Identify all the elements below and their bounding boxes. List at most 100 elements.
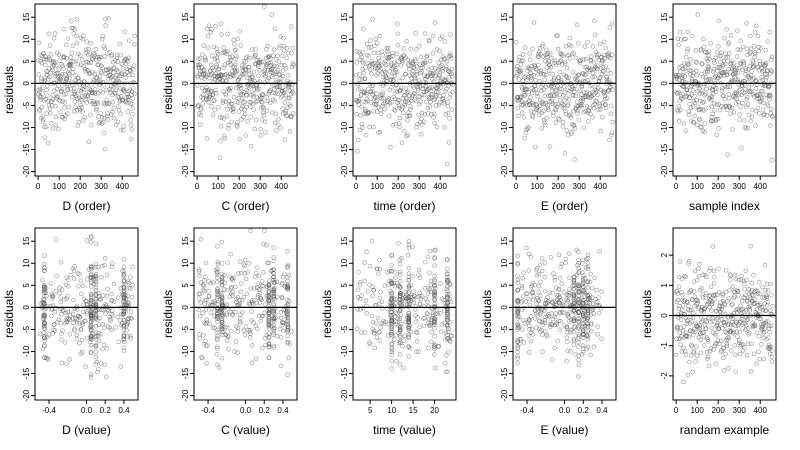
y-tick-label: -15: [500, 367, 509, 379]
data-point: [285, 322, 290, 327]
y-tick-label: -15: [500, 143, 509, 155]
data-point: [123, 61, 129, 67]
y-tick-label: 10: [340, 34, 349, 43]
data-point: [126, 38, 132, 43]
data-point: [44, 304, 50, 309]
data-point: [722, 368, 727, 373]
data-point: [682, 74, 688, 79]
data-point: [543, 84, 549, 89]
data-point: [596, 57, 602, 63]
x-tick-label: 400: [754, 182, 768, 191]
data-point: [681, 324, 687, 329]
data-point: [271, 280, 276, 285]
x-tick-label: 300: [95, 182, 109, 191]
data-point: [282, 137, 288, 142]
data-point: [517, 54, 522, 60]
data-point: [259, 59, 264, 65]
data-point: [387, 100, 393, 106]
data-point: [253, 47, 258, 52]
x-tick-label: 0.2: [578, 406, 590, 415]
data-point: [43, 62, 48, 68]
x-tick-label: 0: [354, 182, 359, 191]
data-point: [250, 91, 256, 97]
data-point: [587, 105, 592, 111]
data-point: [581, 125, 587, 131]
data-point: [366, 53, 372, 59]
data-point: [413, 58, 419, 63]
data-point: [264, 243, 269, 248]
data-point: [198, 237, 204, 242]
data-point: [374, 91, 379, 96]
data-point: [272, 26, 278, 31]
data-point: [359, 54, 364, 60]
data-point: [608, 71, 614, 76]
data-point: [560, 53, 565, 59]
data-point: [731, 110, 737, 115]
data-point: [262, 335, 268, 341]
data-point: [128, 275, 133, 280]
data-point: [519, 110, 525, 115]
data-point: [208, 30, 214, 35]
x-tick-label: -0.4: [42, 406, 56, 415]
data-point: [96, 121, 102, 126]
data-point: [411, 289, 416, 295]
data-point: [124, 323, 130, 328]
data-point: [400, 60, 405, 65]
data-point: [737, 338, 742, 343]
data-point: [683, 274, 688, 280]
data-point: [379, 70, 385, 75]
data-point: [387, 68, 392, 74]
data-point: [92, 71, 98, 77]
data-point: [262, 228, 267, 233]
data-point: [278, 363, 284, 369]
data-point: [42, 268, 47, 274]
data-point: [449, 74, 455, 79]
data-point: [79, 105, 84, 110]
data-point: [204, 361, 209, 366]
data-point: [215, 314, 220, 319]
data-point: [565, 103, 570, 109]
points: [513, 18, 615, 162]
data-point: [197, 273, 202, 279]
data-point: [118, 364, 123, 369]
data-point: [214, 46, 219, 51]
data-point: [725, 55, 730, 60]
y-tick-label: 0: [22, 305, 31, 310]
data-point: [122, 29, 128, 35]
data-point: [380, 90, 386, 95]
data-point: [394, 359, 399, 364]
data-point: [223, 92, 229, 98]
data-point: [761, 329, 767, 335]
data-point: [121, 256, 127, 262]
data-point: [567, 56, 573, 61]
data-point: [91, 51, 96, 56]
data-point: [411, 64, 417, 70]
data-point: [42, 343, 47, 349]
data-point: [266, 282, 272, 288]
data-point: [274, 333, 280, 339]
data-point: [93, 241, 99, 246]
data-point: [697, 117, 702, 123]
data-point: [118, 286, 124, 291]
data-point: [429, 329, 434, 335]
data-point: [121, 332, 127, 337]
data-point: [515, 353, 520, 359]
data-point: [571, 51, 576, 56]
data-point: [121, 124, 126, 129]
data-point: [200, 287, 206, 293]
data-point: [88, 310, 94, 315]
data-point: [744, 96, 750, 102]
data-point: [202, 278, 207, 283]
data-point: [543, 47, 549, 53]
data-point: [56, 317, 62, 322]
data-point: [129, 101, 135, 107]
data-point: [285, 284, 290, 289]
data-point: [685, 49, 690, 54]
data-point: [86, 267, 92, 272]
data-point: [716, 126, 721, 131]
data-point: [378, 107, 384, 113]
data-point: [385, 45, 391, 51]
data-point: [418, 54, 424, 60]
data-point: [225, 48, 230, 54]
y-tick-label: 10: [340, 258, 349, 267]
